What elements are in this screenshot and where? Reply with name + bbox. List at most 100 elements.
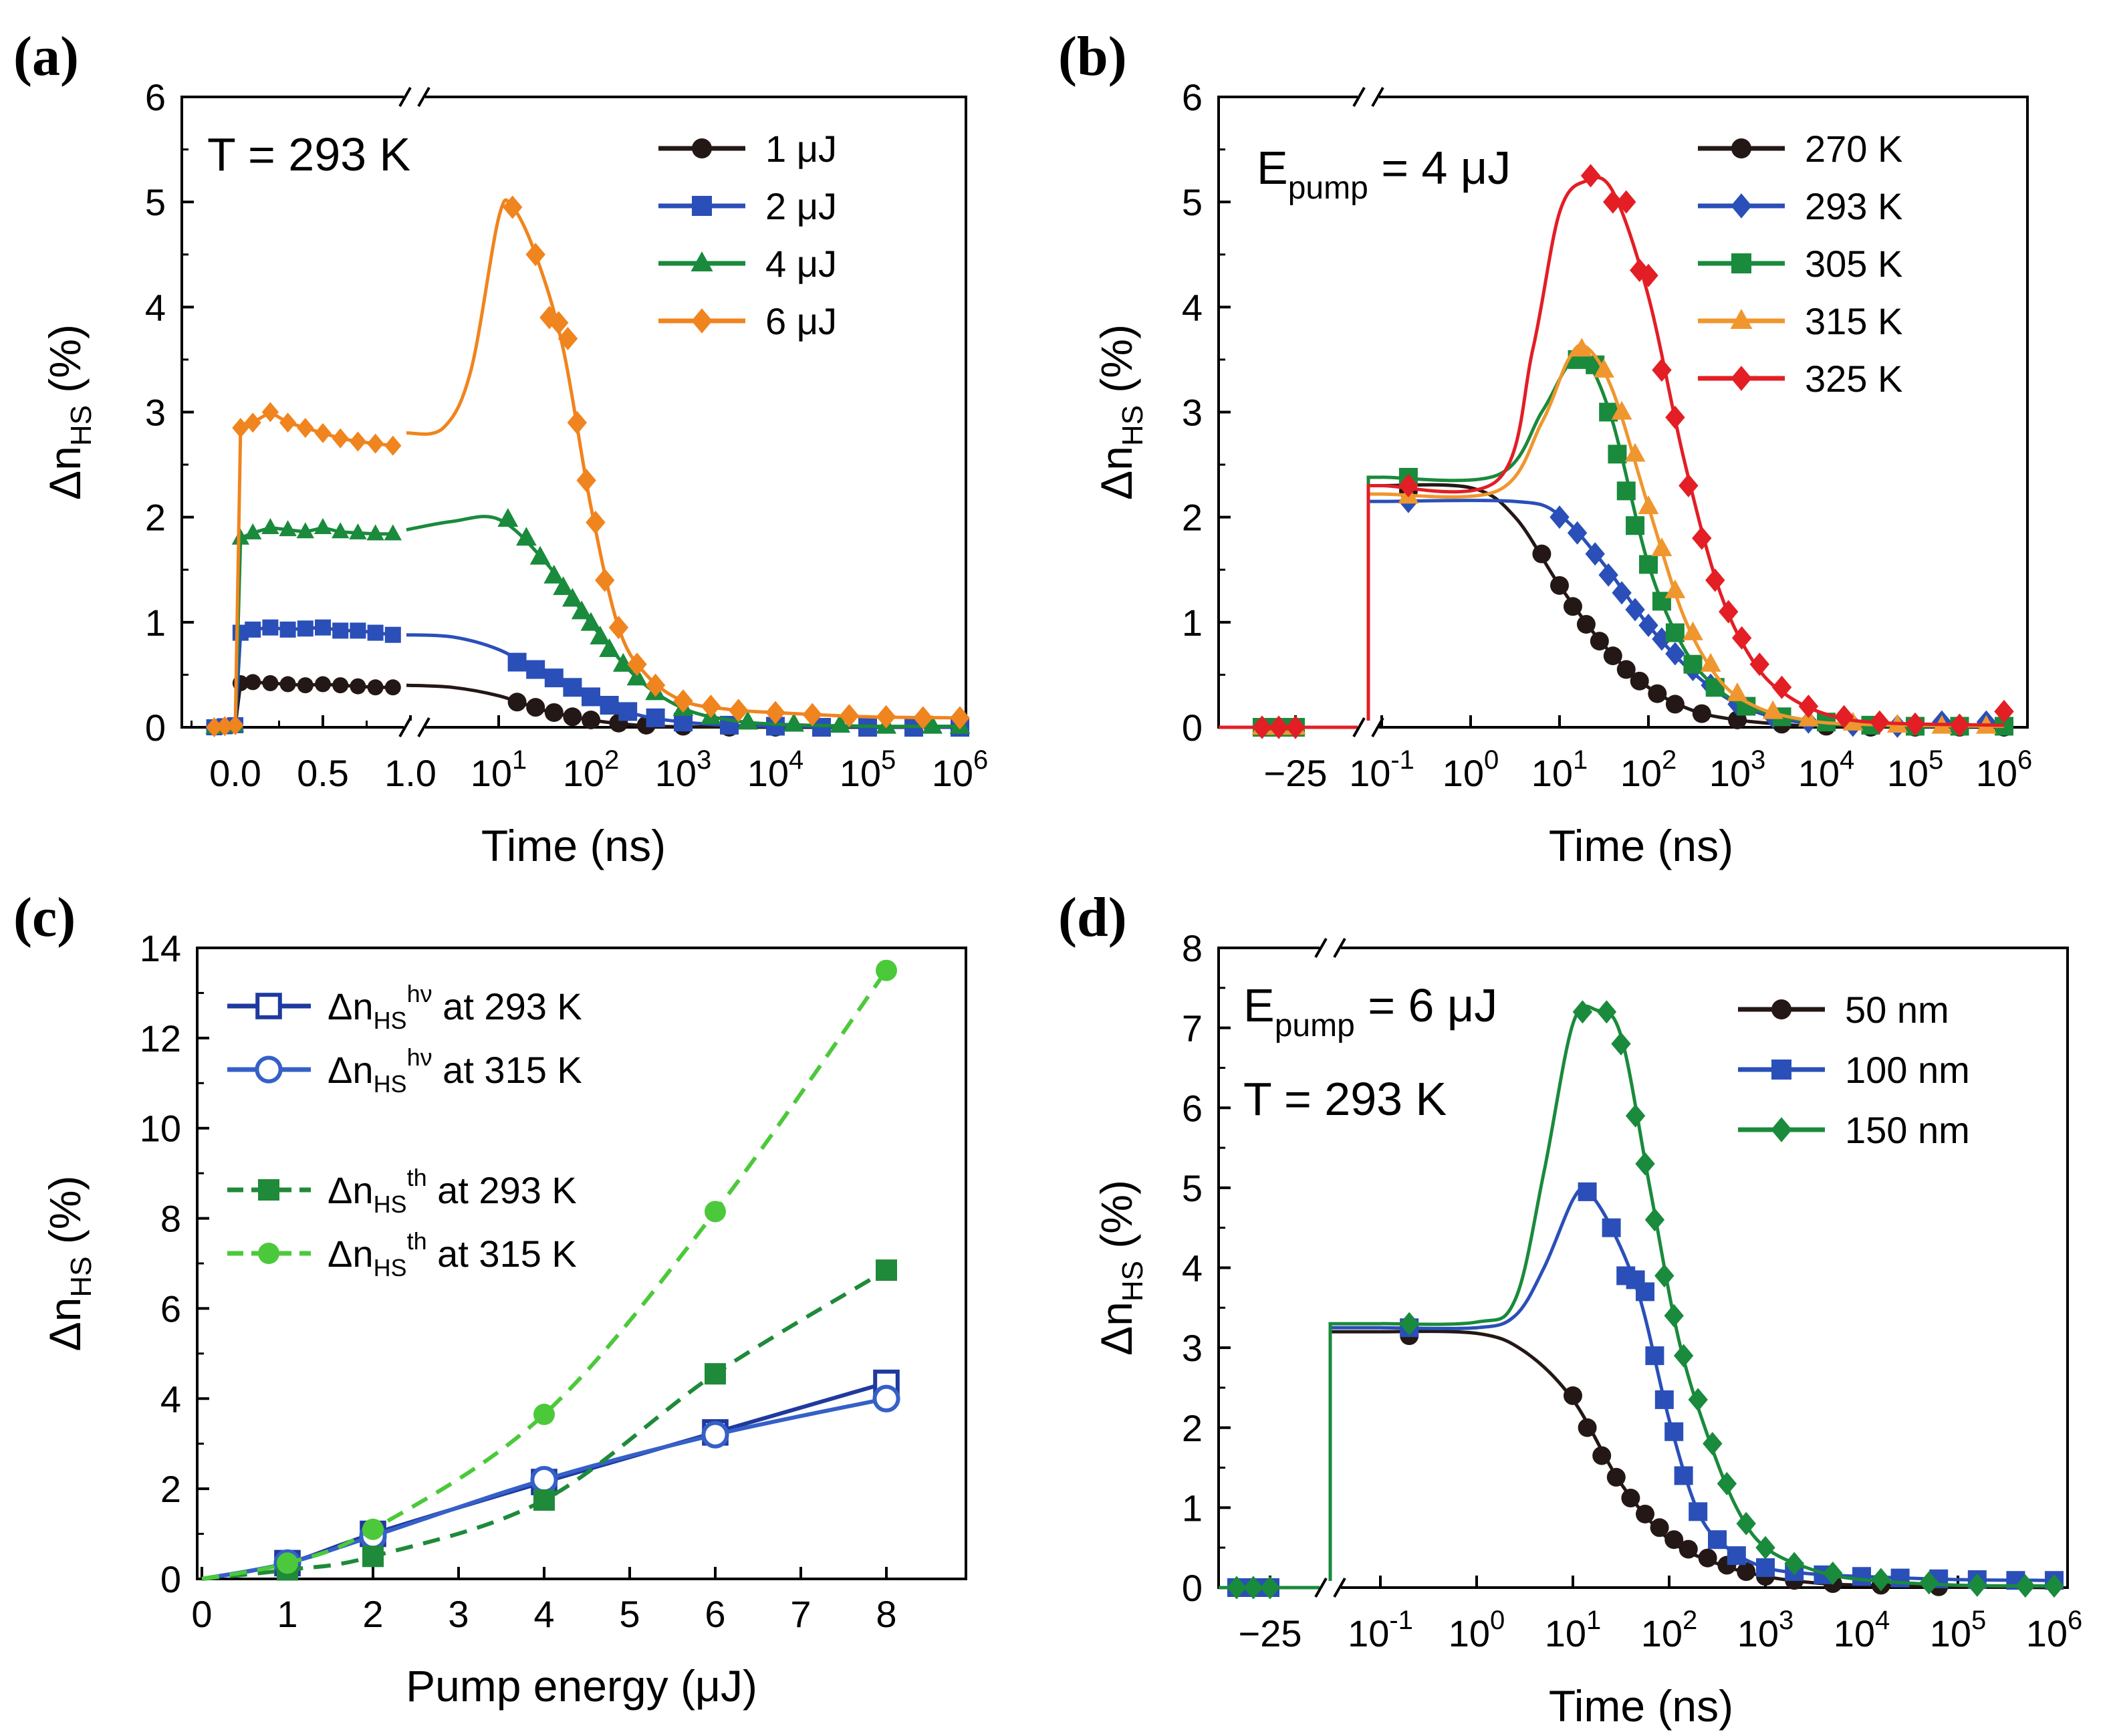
data-point	[1731, 626, 1752, 650]
data-point	[332, 522, 350, 539]
data-point	[802, 703, 822, 727]
x-tick-base: 10	[1976, 752, 2017, 794]
x-tick-label: 102	[1620, 745, 1677, 794]
y-label-unit: (%)	[1092, 324, 1141, 405]
data-point	[1603, 646, 1622, 666]
x-tick-base: 10	[1449, 1612, 1490, 1654]
legend-marker	[255, 993, 282, 1019]
data-point	[262, 674, 279, 691]
plot-frame	[196, 947, 967, 1580]
data-point	[1870, 710, 1890, 734]
data-point	[315, 676, 331, 693]
data-point	[1727, 682, 1748, 701]
x-tick-label: 0.5	[297, 752, 349, 794]
x-tick-exponent: 2	[604, 745, 619, 775]
data-point	[1398, 474, 1418, 498]
annotation: Epump = 4 μJ	[1257, 142, 1511, 206]
x-tick-base: 10	[1545, 1612, 1586, 1654]
data-point	[1650, 1518, 1669, 1537]
legend-label: ΔnHShν at 315 K	[328, 1043, 582, 1098]
data-point	[876, 1259, 897, 1281]
data-point	[1635, 1152, 1655, 1176]
data-point	[1994, 699, 2014, 723]
legend-superscript: hν	[407, 980, 432, 1007]
data-point	[646, 708, 665, 727]
x-tick-label: 104	[1798, 745, 1855, 794]
data-point	[1679, 1539, 1698, 1559]
data-point	[1564, 1386, 1582, 1405]
data-point	[1651, 537, 1672, 557]
series-curve	[1380, 1187, 2055, 1582]
data-point	[1580, 164, 1601, 188]
legend-main: Δn	[328, 1169, 374, 1211]
x-tick-exponent: 1	[1573, 745, 1588, 775]
data-point	[516, 527, 537, 546]
data-point	[1665, 623, 1685, 642]
data-point	[1644, 1208, 1665, 1232]
data-point	[544, 668, 564, 688]
x-tick-exponent: 2	[1662, 745, 1677, 775]
x-tick-base: 10	[1348, 1612, 1389, 1654]
x-tick-exponent: 4	[1875, 1606, 1890, 1635]
data-point	[1919, 1571, 1939, 1595]
y-tick-label: 5	[1182, 181, 1203, 223]
data-point	[783, 713, 804, 732]
data-point	[913, 706, 933, 730]
data-point	[922, 715, 943, 734]
x-tick-label: 5	[619, 1593, 640, 1635]
data-point	[626, 666, 648, 686]
data-point	[216, 716, 233, 737]
data-point	[384, 435, 402, 456]
annotation: Epump = 6 μJ	[1243, 979, 1497, 1043]
series-100-nm	[1219, 1182, 2064, 1597]
x-tick-exponent: 6	[2068, 1606, 2082, 1635]
data-point	[349, 431, 366, 452]
data-point	[1665, 405, 1685, 429]
annotation-subscript: pump	[1288, 170, 1368, 206]
data-point	[277, 1552, 298, 1574]
data-point	[1638, 263, 1658, 287]
y-tick-label: 6	[1182, 76, 1203, 118]
data-point	[582, 687, 600, 707]
data-point	[1705, 568, 1725, 592]
data-point	[1664, 579, 1686, 598]
axis-break-slash	[1333, 938, 1346, 958]
data-point	[737, 711, 758, 730]
data-point	[1683, 621, 1703, 640]
data-point	[507, 693, 527, 712]
axis-break-gap	[404, 721, 425, 734]
data-point	[503, 195, 523, 219]
data-point	[227, 715, 244, 735]
data-point	[586, 511, 606, 535]
data-point	[261, 517, 279, 534]
x-tick-label: 10-1	[1348, 1606, 1413, 1654]
data-point	[571, 600, 592, 620]
legend-label: 50 nm	[1845, 989, 1949, 1031]
data-point	[544, 703, 564, 722]
x-tick-base: 10	[1798, 752, 1840, 794]
data-point	[1550, 576, 1569, 595]
series-293-K	[1219, 489, 2005, 739]
legend-label: 4 μJ	[765, 243, 837, 285]
x-tick-base: 10	[1641, 1612, 1683, 1654]
y-label-subscript: HS	[1116, 405, 1149, 446]
data-point	[600, 695, 619, 715]
x-tick-base: 10	[840, 752, 881, 794]
x-tick-base: 10	[655, 752, 697, 794]
x-tick-label: −25	[1239, 1612, 1302, 1654]
data-point	[350, 622, 366, 639]
x-tick-exponent: 5	[1971, 1606, 1986, 1635]
x-tick-label: 103	[1709, 745, 1766, 794]
x-tick-base: 10	[1709, 752, 1751, 794]
data-point	[367, 679, 384, 696]
data-point	[608, 616, 629, 640]
data-point	[279, 676, 296, 693]
data-point	[297, 418, 314, 439]
y-tick-label: 2	[160, 1468, 181, 1510]
series-curve	[1381, 499, 2005, 729]
panel-label: (c)	[13, 886, 76, 949]
y-tick-label: 4	[1182, 1247, 1203, 1289]
data-point	[1578, 1418, 1597, 1437]
x-tick-base: 10	[1887, 752, 1929, 794]
y-axis-label: ΔnHS (%)	[1092, 1180, 1149, 1356]
